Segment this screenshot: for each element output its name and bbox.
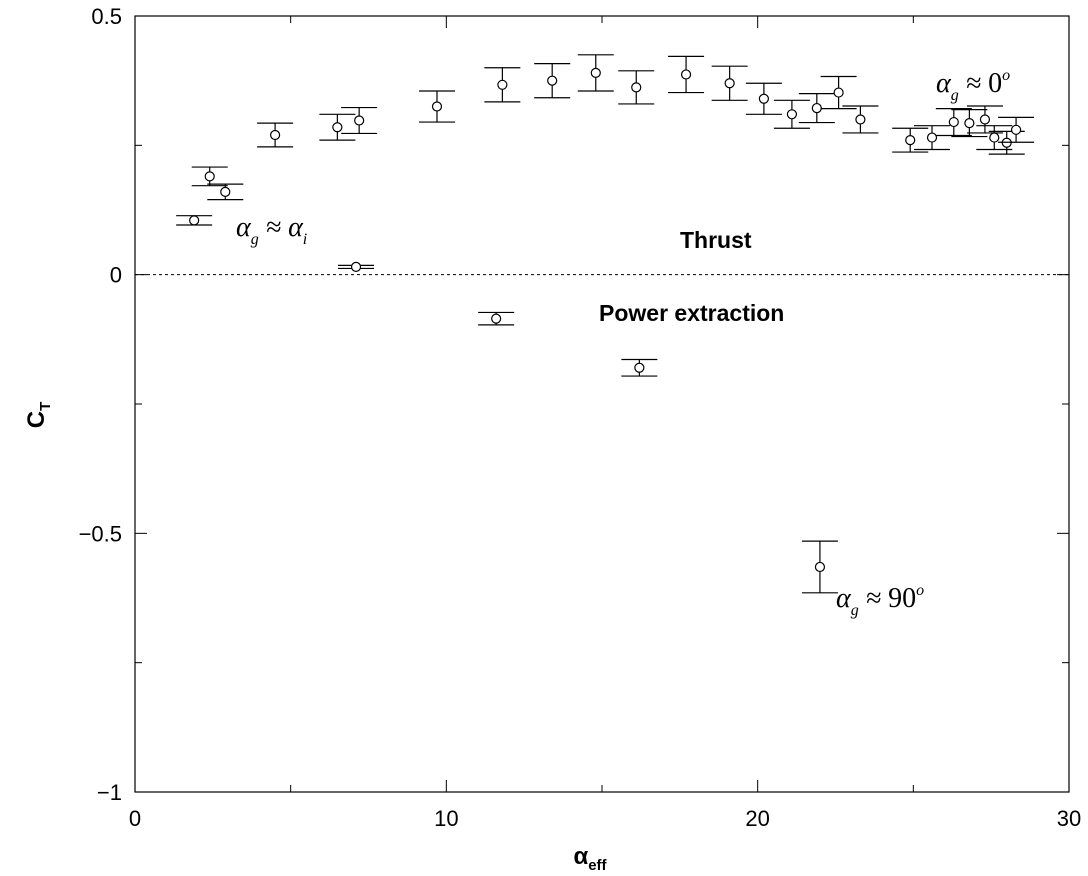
data-point: [577, 54, 614, 92]
data-point: [966, 105, 1003, 134]
y-tick-label: −1: [97, 780, 122, 805]
data-point: [711, 65, 748, 101]
data-point: [998, 116, 1035, 143]
point-marker: [491, 313, 502, 324]
point-marker: [786, 109, 798, 120]
x-axis-title-main: α: [573, 843, 588, 870]
data-point: [478, 311, 515, 326]
point-marker: [905, 135, 916, 146]
y-axis-title-main: C: [23, 411, 50, 428]
point-marker: [270, 129, 281, 141]
point-marker: [989, 132, 1000, 143]
data-point: [338, 261, 375, 273]
data-point: [257, 122, 294, 148]
point-marker: [431, 101, 443, 112]
point-marker: [204, 171, 215, 182]
data-point: [976, 125, 1013, 151]
point-marker: [926, 132, 938, 143]
annotation-alpha-g-approx-90deg: αg ≈ 90o: [836, 582, 924, 619]
point-marker: [724, 78, 735, 89]
data-point: [842, 105, 879, 134]
point-marker: [833, 87, 844, 98]
data-point: [951, 109, 988, 138]
point-marker: [497, 79, 508, 90]
point-marker: [547, 75, 558, 86]
data-point: [745, 82, 782, 115]
y-tick-label: 0: [110, 263, 122, 288]
data-point: [418, 90, 455, 123]
annotation-alpha-g-approx-0deg: αg ≈ 0o: [936, 67, 1010, 104]
y-tick-label: −0.5: [79, 521, 122, 546]
data-point: [935, 108, 972, 137]
x-axis-title: αeff: [573, 843, 607, 874]
annotation-thrust: Thrust: [680, 227, 752, 253]
point-marker: [979, 114, 991, 125]
point-marker: [634, 362, 645, 373]
data-point: [914, 125, 951, 151]
x-tick-label: 10: [434, 806, 458, 831]
y-axis-title-sub: T: [37, 402, 54, 411]
data-point: [801, 540, 838, 594]
data-point: [892, 127, 929, 153]
point-marker: [814, 561, 826, 573]
x-axis-title-sub: eff: [588, 857, 607, 874]
point-marker: [1010, 124, 1022, 135]
data-point: [484, 67, 521, 103]
data-point: [621, 358, 658, 377]
data-points: [176, 54, 1035, 594]
point-marker: [631, 82, 642, 93]
point-marker: [590, 67, 601, 79]
y-axis-title: CT: [23, 402, 54, 429]
data-point: [319, 113, 356, 141]
data-point: [534, 62, 571, 99]
point-marker: [811, 102, 822, 114]
point-marker: [964, 117, 975, 129]
y-tick-label: 0.5: [91, 4, 122, 29]
data-point: [341, 106, 378, 135]
point-marker: [354, 115, 365, 126]
data-point: [773, 99, 810, 129]
point-marker: [220, 186, 231, 197]
point-marker: [758, 93, 769, 104]
data-point: [176, 215, 213, 226]
point-marker: [680, 69, 692, 80]
annotation-power-extraction: Power extraction: [599, 300, 784, 326]
annotation-alpha-g-approx-alpha-i: αg ≈ αi: [236, 212, 307, 248]
data-point: [618, 70, 655, 105]
data-point: [207, 183, 244, 201]
point-marker: [350, 261, 362, 273]
x-tick-label: 20: [745, 806, 769, 831]
point-marker: [332, 122, 343, 133]
x-tick-label: 0: [129, 806, 141, 831]
data-point: [820, 75, 857, 110]
axis-ticks: 0 10 20 30 −1 −0.5 0 0.5: [79, 4, 1082, 831]
data-point: [668, 55, 705, 94]
point-marker: [855, 114, 866, 125]
point-marker: [189, 215, 200, 226]
point-marker: [948, 116, 959, 128]
data-point: [191, 166, 228, 187]
x-tick-label: 30: [1057, 806, 1081, 831]
